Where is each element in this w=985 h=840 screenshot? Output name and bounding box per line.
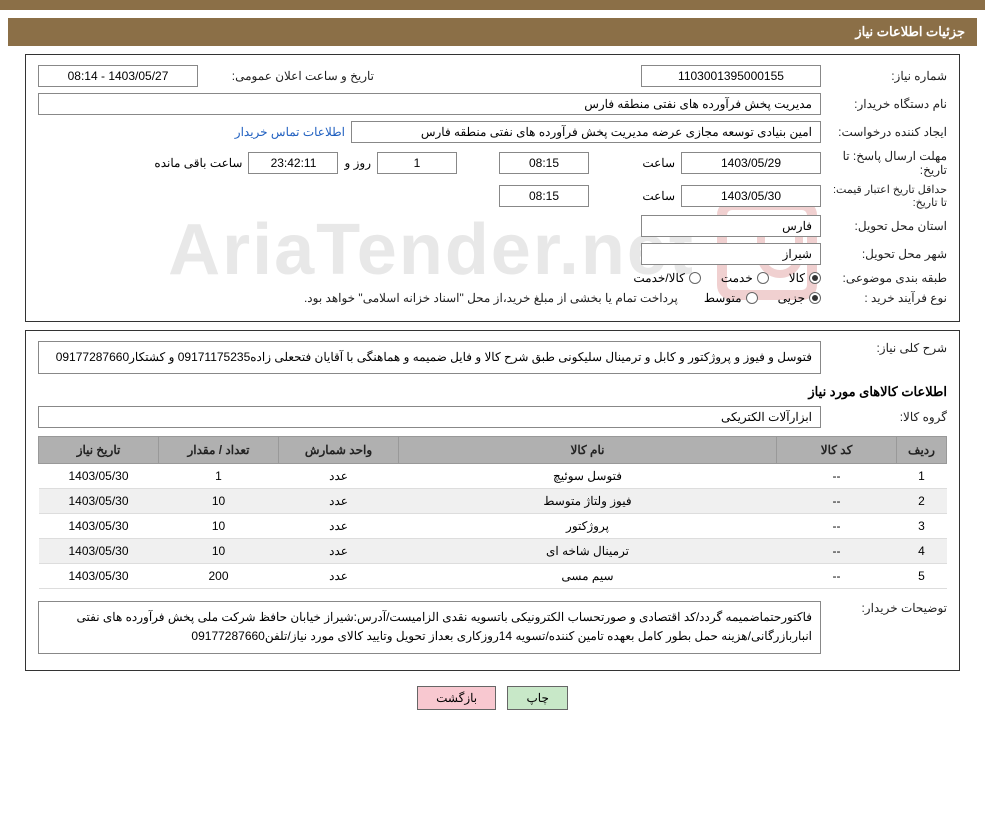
- category-opt1: کالا: [789, 271, 805, 285]
- table-cell: 10: [159, 514, 279, 539]
- table-cell: --: [777, 514, 897, 539]
- table-cell: 10: [159, 539, 279, 564]
- buyer-org-value: مدیریت پخش فرآورده های نفتی منطقه فارس: [38, 93, 821, 115]
- table-cell: 200: [159, 564, 279, 589]
- response-deadline-label: مهلت ارسال پاسخ: تا تاریخ:: [827, 149, 947, 177]
- table-cell: 1403/05/30: [39, 514, 159, 539]
- table-cell: سیم مسی: [399, 564, 777, 589]
- table-row: 4--ترمینال شاخه ایعدد101403/05/30: [39, 539, 947, 564]
- table-cell: فتوسل سوئیچ: [399, 464, 777, 489]
- radio-minor[interactable]: [809, 292, 821, 304]
- response-deadline-time: 08:15: [499, 152, 589, 174]
- page-title: جزئیات اطلاعات نیاز: [8, 18, 977, 46]
- table-row: 5--سیم مسیعدد2001403/05/30: [39, 564, 947, 589]
- table-header: تاریخ نیاز: [39, 437, 159, 464]
- category-opt2: خدمت: [721, 271, 753, 285]
- table-cell: عدد: [279, 564, 399, 589]
- radio-medium[interactable]: [746, 292, 758, 304]
- table-row: 1--فتوسل سوئیچعدد11403/05/30: [39, 464, 947, 489]
- table-cell: فیوز ولتاژ متوسط: [399, 489, 777, 514]
- province-value: فارس: [641, 215, 821, 237]
- buyer-notes-value: فاکتورحتماضميمه گردد/کد اقتصادی و صورتحس…: [38, 601, 821, 653]
- table-header: تعداد / مقدار: [159, 437, 279, 464]
- price-deadline-label: حداقل تاریخ اعتبار قیمت: تا تاریخ:: [827, 183, 947, 209]
- table-cell: پروژکتور: [399, 514, 777, 539]
- price-deadline-date: 1403/05/30: [681, 185, 821, 207]
- announce-date-label: تاریخ و ساعت اعلان عمومی:: [204, 69, 374, 83]
- buytype-note: پرداخت تمام یا بخشی از مبلغ خرید،از محل …: [304, 291, 678, 305]
- table-header: ردیف: [897, 437, 947, 464]
- buytype-opt2: متوسط: [704, 291, 742, 305]
- item-group-value: ابزارآلات الکتریکی: [38, 406, 821, 428]
- general-desc-label: شرح کلی نیاز:: [827, 341, 947, 355]
- items-title: اطلاعات کالاهای مورد نیاز: [38, 384, 947, 400]
- table-cell: --: [777, 489, 897, 514]
- item-group-label: گروه کالا:: [827, 410, 947, 424]
- button-row: چاپ بازگشت: [0, 686, 985, 710]
- province-label: استان محل تحویل:: [827, 219, 947, 233]
- requester-label: ایجاد کننده درخواست:: [827, 125, 947, 139]
- city-value: شیراز: [641, 243, 821, 265]
- table-cell: عدد: [279, 489, 399, 514]
- top-bar: [0, 0, 985, 10]
- table-header: نام کالا: [399, 437, 777, 464]
- table-cell: --: [777, 539, 897, 564]
- radio-goods[interactable]: [809, 272, 821, 284]
- table-cell: 4: [897, 539, 947, 564]
- announce-date-value: 1403/05/27 - 08:14: [38, 65, 198, 87]
- buyer-org-label: نام دستگاه خریدار:: [827, 97, 947, 111]
- items-table: ردیفکد کالانام کالاواحد شمارشتعداد / مقد…: [38, 436, 947, 589]
- time-label-1: ساعت: [595, 156, 675, 170]
- table-cell: 1403/05/30: [39, 539, 159, 564]
- category-radios: کالا خدمت کالا/خدمت: [633, 271, 821, 285]
- table-cell: 1403/05/30: [39, 489, 159, 514]
- table-cell: 2: [897, 489, 947, 514]
- table-cell: ترمینال شاخه ای: [399, 539, 777, 564]
- general-desc-value: فتوسل و فيوز و پروژکتور و کابل و ترمينال…: [38, 341, 821, 374]
- request-no-value: 1103001395000155: [641, 65, 821, 87]
- table-header: کد کالا: [777, 437, 897, 464]
- table-cell: عدد: [279, 514, 399, 539]
- buytype-radios: جزیی متوسط: [704, 291, 821, 305]
- time-label-2: ساعت: [595, 189, 675, 203]
- table-cell: 1403/05/30: [39, 564, 159, 589]
- buytype-label: نوع فرآیند خرید :: [827, 291, 947, 305]
- response-deadline-date: 1403/05/29: [681, 152, 821, 174]
- radio-both[interactable]: [689, 272, 701, 284]
- remain-label: ساعت باقی مانده: [154, 156, 242, 170]
- response-days: 1: [377, 152, 457, 174]
- main-info-box: شماره نیاز: 1103001395000155 تاریخ و ساع…: [25, 54, 960, 322]
- table-cell: 5: [897, 564, 947, 589]
- table-cell: عدد: [279, 464, 399, 489]
- table-cell: 3: [897, 514, 947, 539]
- table-cell: 1403/05/30: [39, 464, 159, 489]
- category-opt3: کالا/خدمت: [633, 271, 684, 285]
- requester-value: امین بنیادی توسعه مجازی عرضه مدیریت پخش …: [351, 121, 821, 143]
- table-cell: --: [777, 464, 897, 489]
- price-deadline-time: 08:15: [499, 185, 589, 207]
- city-label: شهر محل تحویل:: [827, 247, 947, 261]
- table-row: 3--پروژکتورعدد101403/05/30: [39, 514, 947, 539]
- back-button[interactable]: بازگشت: [417, 686, 496, 710]
- buytype-opt1: جزیی: [778, 291, 805, 305]
- detail-box: شرح کلی نیاز: فتوسل و فيوز و پروژکتور و …: [25, 330, 960, 671]
- remain-time: 23:42:11: [248, 152, 338, 174]
- days-label: روز و: [344, 156, 371, 170]
- radio-service[interactable]: [757, 272, 769, 284]
- buyer-contact-link[interactable]: اطلاعات تماس خریدار: [235, 125, 345, 139]
- table-cell: --: [777, 564, 897, 589]
- category-label: طبقه بندی موضوعی:: [827, 271, 947, 285]
- table-cell: 1: [159, 464, 279, 489]
- print-button[interactable]: چاپ: [507, 686, 567, 710]
- table-row: 2--فیوز ولتاژ متوسطعدد101403/05/30: [39, 489, 947, 514]
- table-cell: عدد: [279, 539, 399, 564]
- table-cell: 1: [897, 464, 947, 489]
- request-no-label: شماره نیاز:: [827, 69, 947, 83]
- table-cell: 10: [159, 489, 279, 514]
- buyer-notes-label: توضیحات خریدار:: [827, 601, 947, 615]
- table-header: واحد شمارش: [279, 437, 399, 464]
